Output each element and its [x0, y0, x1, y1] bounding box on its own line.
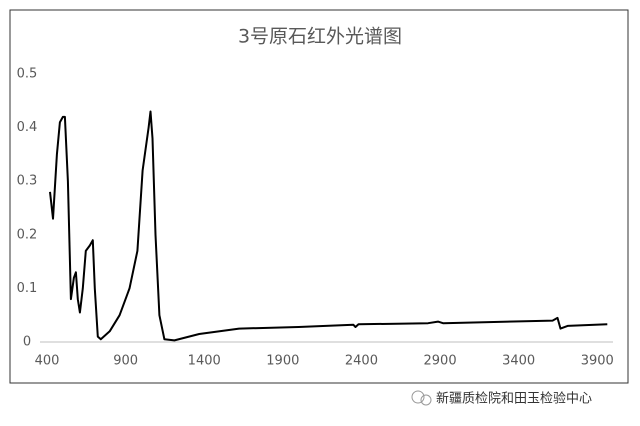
x-tick-label: 2900: [424, 354, 457, 369]
x-tick-label: 1400: [188, 354, 221, 369]
x-tick-label: 1900: [266, 354, 299, 369]
y-tick-label: 0.2: [17, 227, 38, 242]
x-tick-label: 2400: [345, 354, 378, 369]
watermark-icon: [420, 394, 432, 406]
watermark: 新疆质检院和田玉检验中心: [411, 390, 592, 407]
y-tick-label: 0: [23, 335, 31, 350]
y-tick-label: 0.5: [17, 67, 38, 82]
x-tick-label: 3400: [502, 354, 535, 369]
chart-title: 3号原石红外光谱图: [238, 26, 402, 48]
y-tick-label: 0.1: [17, 281, 38, 296]
watermark-text: 新疆质检院和田玉检验中心: [436, 391, 592, 407]
y-tick-label: 0.4: [17, 120, 38, 135]
x-tick-label: 900: [113, 354, 138, 369]
line: [49, 110, 608, 342]
y-tick-label: 0.3: [17, 174, 38, 189]
x-tick-label: 400: [35, 354, 60, 369]
watermark-icon: [411, 390, 425, 404]
x-tick-label: 3900: [581, 354, 614, 369]
